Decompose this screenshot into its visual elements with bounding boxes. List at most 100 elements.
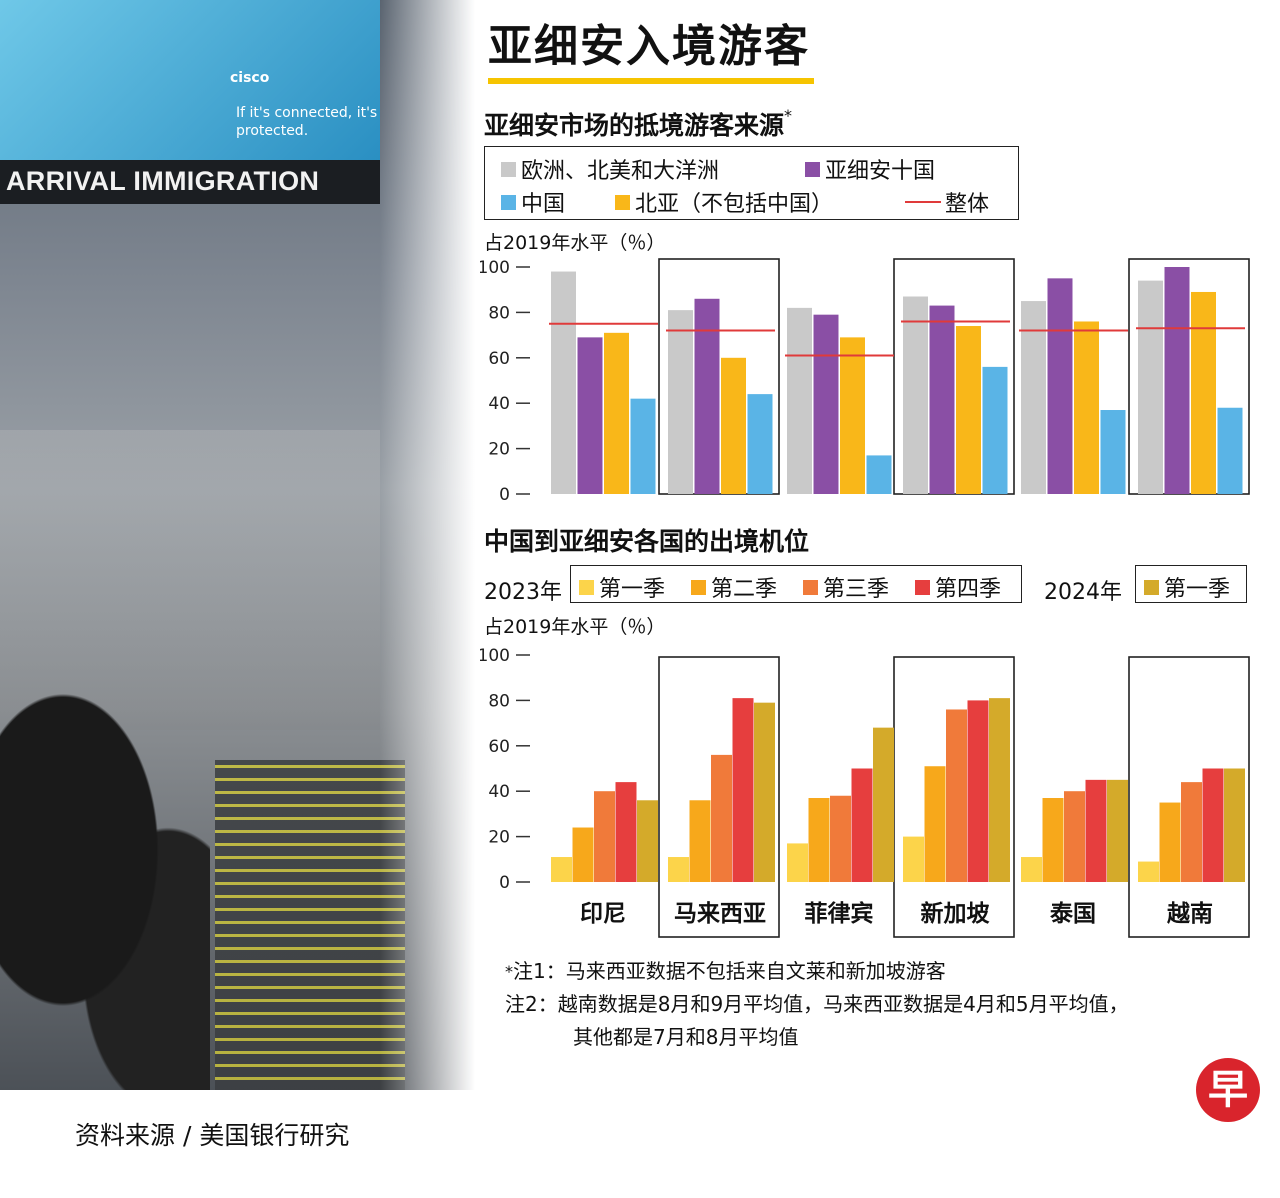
legend-label: 第一季 [599, 577, 666, 602]
chart1-title-text: 亚细安市场的抵境游客来源 [484, 111, 785, 140]
legend-swatch [501, 194, 516, 210]
bar [1074, 321, 1099, 494]
legend-label: 整体 [945, 192, 990, 217]
legend-label: 欧洲、北美和大洋洲 [521, 159, 720, 184]
bar [851, 768, 873, 882]
bar [808, 798, 830, 882]
legend-item-2024-q1: 第一季 [1144, 571, 1230, 603]
bar [840, 337, 865, 494]
bar [1042, 798, 1064, 882]
legend-item-q3: 第三季 [803, 571, 889, 603]
cisco-billboard [0, 0, 380, 160]
bar [747, 394, 773, 494]
bar [787, 843, 808, 882]
chart1-plot: 0 20 40 60 80 100 [480, 258, 1250, 500]
note-2-line-2: 其他都是7月和8月平均值 [573, 1025, 799, 1049]
y-tick-label: 20 [488, 440, 510, 460]
category-label: 泰国 [1049, 900, 1096, 927]
note-1-text: 注1：马来西亚数据不包括来自文莱和新加坡游客 [513, 959, 946, 983]
bar [1047, 278, 1073, 494]
bar [1064, 791, 1085, 882]
bar [924, 766, 946, 882]
legend-item-china: 中国 [501, 186, 565, 218]
y-tick-label: 20 [488, 828, 510, 848]
bar [668, 310, 693, 494]
bar [903, 296, 928, 494]
note-2-line-1: 注2：越南数据是8月和9月平均值，马来西亚数据是4月和5月平均值， [505, 992, 1129, 1016]
bar [1021, 857, 1042, 882]
hall-floor [0, 430, 380, 730]
page-title: 亚细安入境游客 [488, 22, 814, 84]
chart1-ylabel: 占2019年水平（％） [484, 232, 666, 254]
arrival-sign [0, 160, 380, 204]
bar [668, 857, 689, 882]
bar [572, 827, 594, 882]
legend-swatch [501, 161, 516, 177]
bar [1138, 280, 1163, 494]
legend-item-q4: 第四季 [915, 571, 1001, 603]
bar [813, 314, 839, 494]
bar [1159, 802, 1181, 882]
bar [594, 791, 615, 882]
chart1-title: 亚细安市场的抵境游客来源* [484, 106, 792, 142]
legend-label: 第三季 [823, 577, 890, 602]
bar [551, 271, 576, 494]
bar [694, 298, 720, 494]
category-label: 印尼 [580, 901, 626, 927]
chart2-title: 中国到亚细安各国的出境机位 [484, 527, 810, 556]
bar [982, 366, 1008, 494]
bar [873, 727, 894, 882]
legend-label: 亚细安十国 [825, 159, 936, 184]
bar [689, 800, 711, 882]
bar [1217, 407, 1243, 494]
bar [1021, 301, 1046, 494]
legend-label: 第一季 [1164, 577, 1231, 602]
bar [1181, 782, 1202, 882]
bar [754, 702, 775, 882]
source-credit: 资料来源 / 美国银行研究 [75, 1121, 350, 1150]
escalator [215, 760, 405, 1090]
legend-item-north-asia: 北亚（不包括中国） [615, 186, 833, 218]
bar [1202, 768, 1224, 882]
legend-item-europe: 欧洲、北美和大洋洲 [501, 153, 719, 185]
legend-label: 第二季 [711, 577, 778, 602]
bar [1085, 779, 1107, 882]
chart2-ylabel: 占2019年水平（％） [484, 616, 666, 638]
y-tick-label: 0 [499, 873, 510, 893]
bar [903, 836, 924, 882]
legend-label: 第四季 [935, 577, 1002, 602]
legend-label: 北亚（不包括中国） [635, 192, 834, 217]
y-tick-label: 80 [488, 303, 510, 323]
group-frame [658, 656, 780, 938]
photo-fade [380, 0, 475, 1090]
zaobao-logo: 早 [1196, 1058, 1260, 1122]
cisco-logo: cisco [230, 70, 270, 86]
bar [721, 357, 746, 494]
bar [830, 795, 851, 882]
legend-swatch [805, 161, 820, 177]
bar [1224, 768, 1245, 882]
legend-swatch [579, 579, 594, 595]
bar [637, 800, 658, 882]
arrival-sign-text: ARRIVAL IMMIGRATION [6, 166, 320, 196]
bar [551, 857, 572, 882]
chart1-legend: 欧洲、北美和大洋洲 亚细安十国 中国 北亚（不包括中国） 整体 [484, 146, 1019, 220]
y-tick-label: 0 [499, 485, 510, 500]
y-tick-label: 100 [480, 258, 510, 278]
category-label: 马来西亚 [674, 901, 766, 927]
y-tick-label: 100 [480, 646, 510, 666]
chart1-title-mark: * [784, 106, 793, 125]
bar [989, 698, 1010, 882]
bar [1138, 861, 1159, 882]
legend-swatch [803, 579, 818, 595]
legend-swatch [915, 579, 930, 595]
y-tick-label: 60 [488, 349, 510, 369]
y-tick-label: 40 [488, 394, 510, 414]
bar [1107, 779, 1128, 882]
footnotes: *注1：马来西亚数据不包括来自文莱和新加坡游客 注2：越南数据是8月和9月平均值… [505, 955, 1129, 1054]
bar [711, 754, 732, 882]
note-1-mark: * [505, 962, 513, 981]
bar [732, 698, 754, 882]
crowd-silhouette [0, 690, 210, 1090]
legend-swatch [615, 194, 630, 210]
